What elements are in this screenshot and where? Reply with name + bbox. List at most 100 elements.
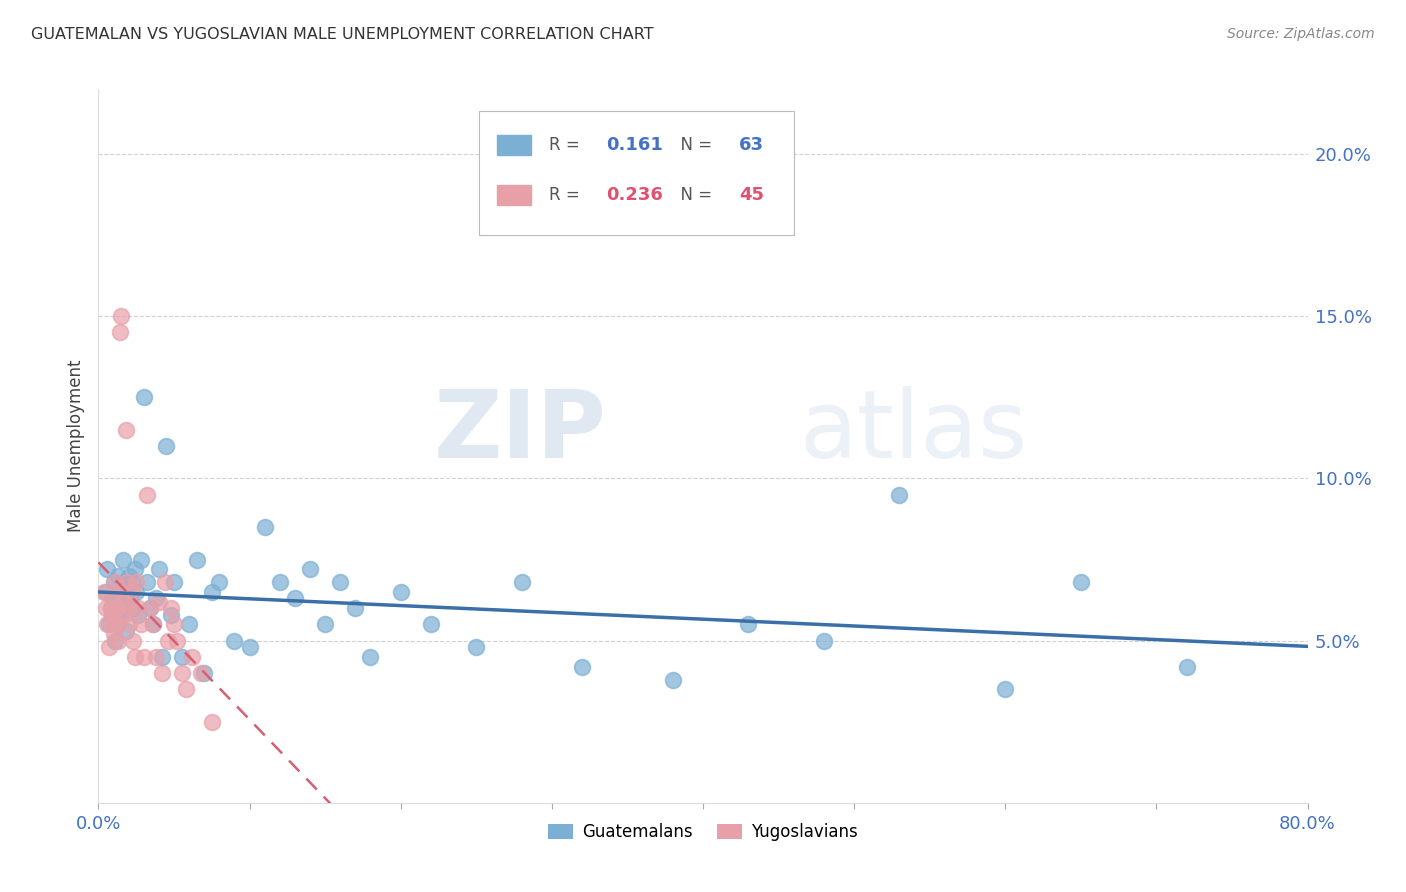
Point <box>571 659 593 673</box>
Point <box>108 326 131 340</box>
Point <box>135 575 157 590</box>
Point <box>96 617 118 632</box>
Point <box>253 520 276 534</box>
Text: ZIP: ZIP <box>433 385 606 478</box>
Text: 0.161: 0.161 <box>606 136 664 153</box>
Point <box>93 585 115 599</box>
Point <box>115 575 138 590</box>
Point <box>132 649 155 664</box>
Point <box>160 601 183 615</box>
Point <box>193 666 215 681</box>
Point <box>163 617 186 632</box>
Point <box>132 390 155 404</box>
Y-axis label: Male Unemployment: Male Unemployment <box>66 359 84 533</box>
Point <box>104 633 127 648</box>
Point <box>127 607 149 622</box>
Point <box>314 617 336 632</box>
Point <box>120 601 142 615</box>
Text: N =: N = <box>671 136 717 153</box>
Point <box>299 562 322 576</box>
Legend: Guatemalans, Yugoslavians: Guatemalans, Yugoslavians <box>541 817 865 848</box>
Point <box>1070 575 1092 590</box>
Point <box>994 682 1017 697</box>
Point <box>813 633 835 648</box>
Point <box>139 601 162 615</box>
Point <box>1175 659 1198 673</box>
Point <box>661 673 683 687</box>
Point <box>269 575 291 590</box>
Point <box>101 607 124 622</box>
Point <box>103 627 125 641</box>
Point <box>118 568 141 582</box>
Point <box>465 640 488 654</box>
Point <box>148 562 170 576</box>
Point <box>389 585 412 599</box>
Point <box>139 601 162 615</box>
FancyBboxPatch shape <box>479 111 793 235</box>
Point <box>224 633 246 648</box>
Point <box>96 562 118 576</box>
Point <box>150 666 173 681</box>
Point <box>153 575 176 590</box>
Point <box>122 633 145 648</box>
Text: 63: 63 <box>740 136 765 153</box>
Point <box>135 488 157 502</box>
Point <box>148 595 170 609</box>
Point <box>150 649 173 664</box>
Point <box>129 552 152 566</box>
Point <box>163 575 186 590</box>
Text: N =: N = <box>671 186 717 203</box>
Text: R =: R = <box>550 136 585 153</box>
Point <box>156 633 179 648</box>
Point <box>179 617 201 632</box>
Point <box>94 601 117 615</box>
Point <box>125 585 148 599</box>
Point <box>101 591 124 606</box>
Point <box>121 585 143 599</box>
Point <box>145 649 167 664</box>
Point <box>111 601 134 615</box>
Point <box>112 575 135 590</box>
Point <box>201 585 224 599</box>
Point <box>118 617 141 632</box>
Point <box>344 601 367 615</box>
Point <box>420 617 443 632</box>
Point <box>239 640 262 654</box>
Point <box>105 617 128 632</box>
Point <box>110 310 132 324</box>
Point <box>107 568 129 582</box>
Point <box>174 682 197 697</box>
Text: atlas: atlas <box>800 385 1028 478</box>
Point <box>112 607 135 622</box>
Point <box>284 591 307 606</box>
Point <box>170 649 193 664</box>
Point <box>329 575 352 590</box>
Point <box>100 601 122 615</box>
Point <box>110 585 132 599</box>
Point <box>124 649 146 664</box>
Point <box>122 601 145 615</box>
Point <box>208 575 231 590</box>
Point <box>737 617 759 632</box>
Point <box>111 552 134 566</box>
Point <box>115 585 138 599</box>
Point <box>186 552 208 566</box>
Point <box>105 617 128 632</box>
Point <box>181 649 204 664</box>
Point <box>166 633 188 648</box>
Text: R =: R = <box>550 186 585 203</box>
Point <box>155 439 177 453</box>
Point <box>110 607 132 622</box>
Text: GUATEMALAN VS YUGOSLAVIAN MALE UNEMPLOYMENT CORRELATION CHART: GUATEMALAN VS YUGOSLAVIAN MALE UNEMPLOYM… <box>31 27 654 42</box>
Bar <box>498 185 531 205</box>
Point <box>107 633 129 648</box>
Point <box>101 607 124 622</box>
Point <box>105 601 128 615</box>
Point <box>98 617 121 632</box>
Point <box>129 617 152 632</box>
Point <box>889 488 911 502</box>
Point <box>100 601 122 615</box>
Point <box>103 617 125 632</box>
Point <box>103 575 125 590</box>
Point <box>127 601 149 615</box>
